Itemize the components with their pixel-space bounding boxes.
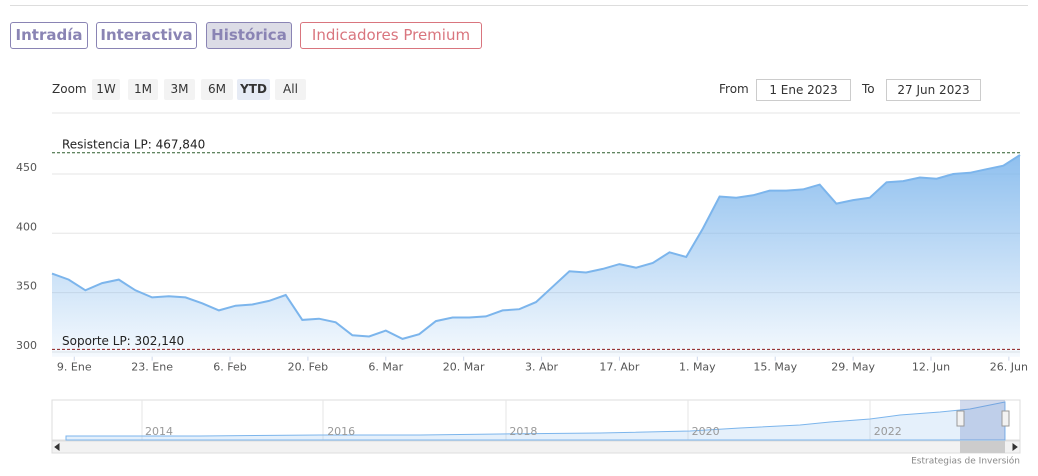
x-tick-label: 1. May xyxy=(679,361,716,374)
x-tick-label: 17. Abr xyxy=(599,361,639,374)
scroll-right[interactable] xyxy=(1012,443,1018,451)
to-input[interactable]: 27 Jun 2023 xyxy=(886,79,981,101)
x-tick-label: 9. Ene xyxy=(57,361,92,374)
tab[interactable]: Interactiva xyxy=(96,22,197,49)
navigator-label: 2014 xyxy=(145,425,173,438)
tab[interactable]: Histórica xyxy=(206,22,292,49)
plot-line-label: Resistencia LP: 467,840 xyxy=(62,137,205,151)
x-tick-label: 6. Mar xyxy=(368,361,403,374)
scrollbar-thumb[interactable] xyxy=(960,441,1005,453)
area-line xyxy=(51,154,1021,340)
y-tick-label: 300 xyxy=(16,339,37,352)
navigator-handle[interactable] xyxy=(1001,410,1010,427)
x-tick-label: 23. Ene xyxy=(131,361,173,374)
zoom-button[interactable]: All xyxy=(275,79,306,100)
scroll-left[interactable] xyxy=(54,443,60,451)
navigator-label: 2022 xyxy=(874,425,902,438)
y-tick-label: 400 xyxy=(16,220,37,233)
navigator-selection[interactable] xyxy=(960,400,1005,440)
y-tick-label: 450 xyxy=(16,161,37,174)
x-tick-label: 20. Mar xyxy=(443,361,485,374)
from-label: From xyxy=(719,82,749,96)
zoom-label: Zoom xyxy=(52,82,87,96)
x-tick-label: 29. May xyxy=(831,361,875,374)
x-tick-label: 26. Jun xyxy=(990,361,1028,374)
top-rule xyxy=(10,5,1028,6)
navigator-label: 2020 xyxy=(692,425,720,438)
x-tick-label: 3. Abr xyxy=(525,361,558,374)
tab[interactable]: Indicadores Premium xyxy=(300,22,482,49)
plot-line-label: Soporte LP: 302,140 xyxy=(62,334,184,348)
zoom-button[interactable]: YTD xyxy=(237,79,270,100)
navigator-label: 2016 xyxy=(327,425,355,438)
x-tick-label: 6. Feb xyxy=(213,361,246,374)
tab[interactable]: Intradía xyxy=(10,22,88,49)
navigator-grid xyxy=(141,400,871,440)
zoom-button[interactable]: 6M xyxy=(201,79,233,100)
y-tick-label: 350 xyxy=(16,280,37,293)
navigator-label: 2018 xyxy=(509,425,537,438)
x-tick-label: 12. Jun xyxy=(912,361,950,374)
scrollbar[interactable] xyxy=(51,440,1021,454)
x-tick-label: 20. Feb xyxy=(288,361,328,374)
navigator-handle[interactable] xyxy=(956,410,965,427)
x-tick-label: 15. May xyxy=(753,361,797,374)
area-fill xyxy=(52,155,1020,357)
zoom-button[interactable]: 1W xyxy=(92,79,120,100)
navigator-series xyxy=(65,401,1006,441)
credit: Estrategias de Inversión xyxy=(911,456,1020,467)
zoom-button[interactable]: 3M xyxy=(164,79,195,100)
to-label: To xyxy=(862,82,875,96)
from-input[interactable]: 1 Ene 2023 xyxy=(756,79,851,101)
zoom-button[interactable]: 1M xyxy=(128,79,158,100)
